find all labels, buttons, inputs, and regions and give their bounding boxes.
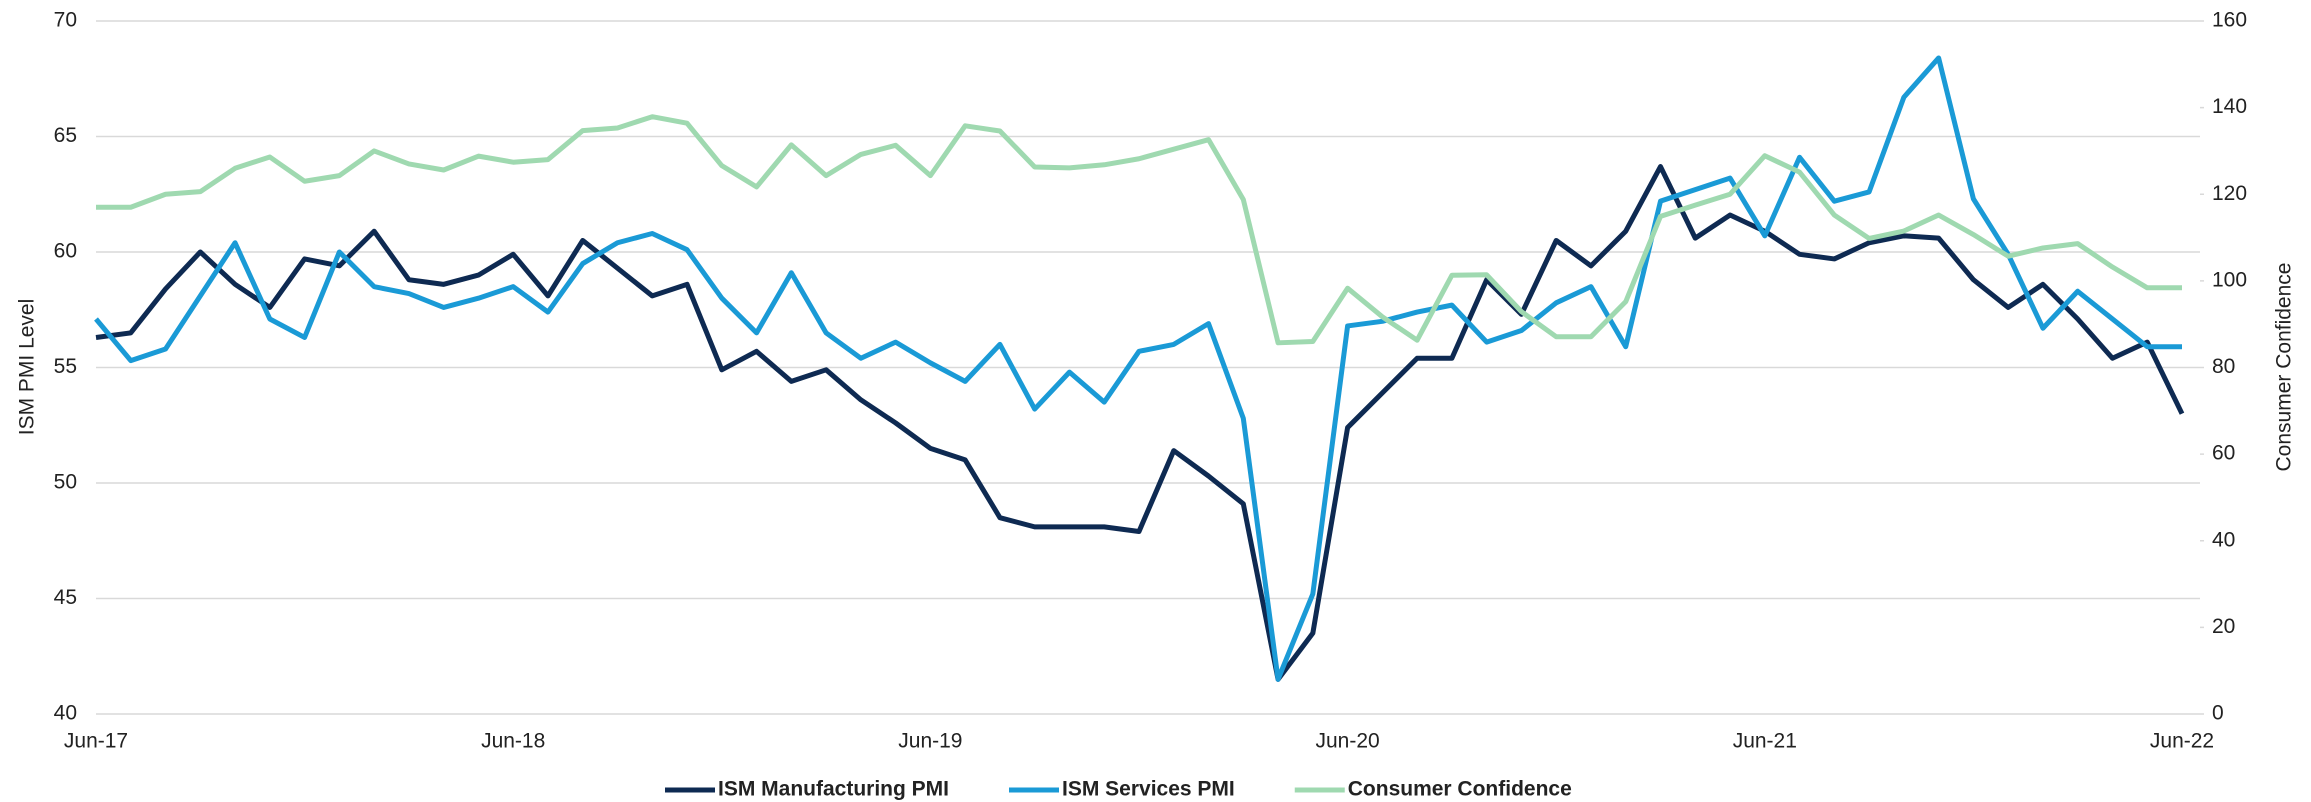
y2-tick-label: 40	[2212, 528, 2235, 551]
y2-axis-title: Consumer Confidence	[2273, 263, 2296, 472]
series-line	[96, 114, 2182, 346]
y-axis-title: ISM PMI Level	[16, 299, 39, 436]
y2-tick-label: 80	[2212, 355, 2235, 378]
y2-tick-label: 160	[2212, 9, 2247, 32]
y-tick-label: 65	[54, 124, 77, 147]
y2-tick-label: 120	[2212, 182, 2247, 205]
x-tick-label: Jun-20	[1315, 730, 1379, 753]
series-line	[95, 164, 2185, 682]
series-line	[94, 55, 2182, 682]
y2-tick-label: 60	[2212, 442, 2235, 465]
legend-label: ISM Manufacturing PMI	[718, 778, 949, 801]
x-tick-label: Jun-21	[1733, 730, 1797, 753]
y-tick-label: 70	[54, 9, 77, 32]
y-tick-label: 45	[54, 586, 77, 609]
x-tick-label: Jun-18	[481, 730, 545, 753]
x-tick-label: Jun-17	[64, 730, 128, 753]
y-tick-label: 40	[54, 702, 77, 725]
y-tick-label: 60	[54, 240, 77, 263]
x-tick-label: Jun-22	[2150, 730, 2214, 753]
y-tick-label: 55	[54, 355, 77, 378]
legend-label: ISM Services PMI	[1062, 778, 1235, 801]
legend-label: Consumer Confidence	[1348, 778, 1572, 801]
y-tick-label: 50	[54, 471, 77, 494]
y2-tick-label: 140	[2212, 95, 2247, 118]
y2-tick-label: 100	[2212, 268, 2247, 291]
x-tick-label: Jun-19	[898, 730, 962, 753]
y2-tick-label: 0	[2212, 702, 2224, 725]
y2-tick-label: 20	[2212, 615, 2235, 638]
